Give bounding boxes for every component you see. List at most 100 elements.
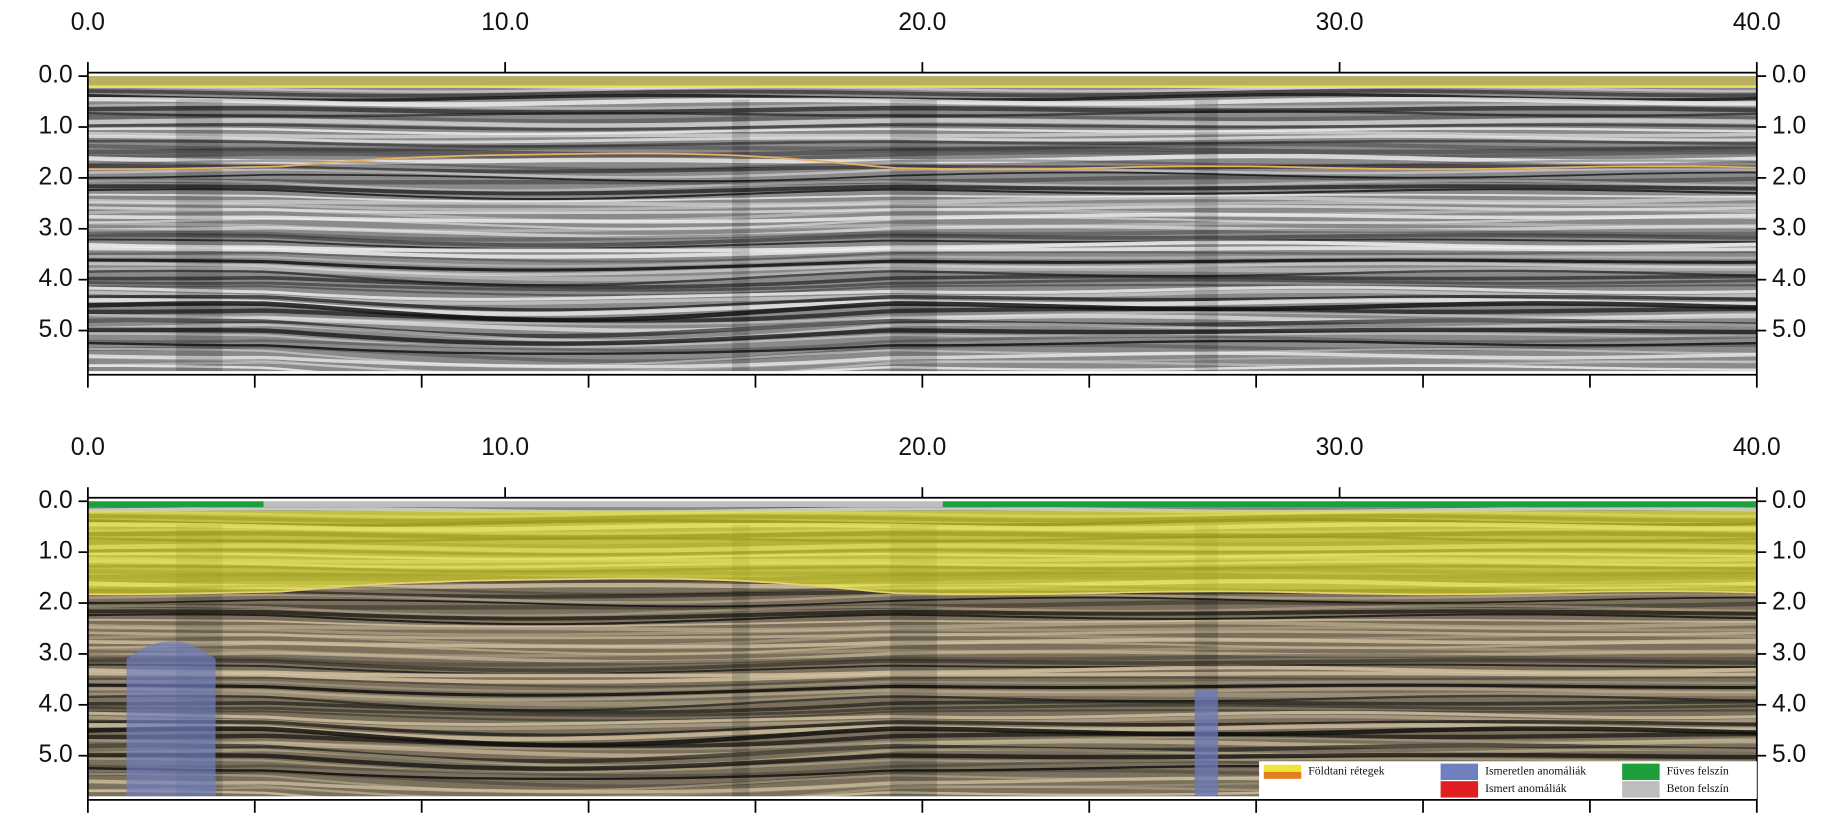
radar-reflection <box>87 228 1757 242</box>
y-tick-label: 4.0 <box>1772 265 1806 292</box>
radar-reflection <box>87 130 1757 139</box>
legend-swatch <box>1440 763 1479 781</box>
layer-boundary <box>87 577 1757 596</box>
radar-reflection <box>87 193 1757 203</box>
y-tick-label: 5.0 <box>1772 741 1806 768</box>
radar-reflection <box>87 238 1757 250</box>
radar-reflection <box>87 201 1757 212</box>
soil-layer <box>87 578 1757 797</box>
x-tick-label: 0.0 <box>71 9 105 36</box>
radar-reflection <box>87 318 1757 339</box>
radar-reflection <box>87 284 1757 297</box>
legend-swatch <box>1622 763 1660 781</box>
radar-trace <box>175 99 223 372</box>
y-tick-label: 1.0 <box>1772 113 1806 140</box>
radar-reflection <box>87 105 1757 115</box>
x-tick-label: 40.0 <box>1733 9 1781 36</box>
radar-reflection <box>87 175 1757 185</box>
radar-reflection <box>87 212 1757 224</box>
grass-surface <box>87 501 264 508</box>
radargram-panel <box>87 76 1757 372</box>
y-tick-label: 0.0 <box>38 487 72 514</box>
radar-reflection <box>87 89 1757 98</box>
radar-reflection <box>87 208 1757 223</box>
layer-boundary <box>87 152 1757 171</box>
radar-reflection <box>87 274 1757 289</box>
legend-label: Földtani rétegek <box>1308 764 1385 777</box>
radar-reflection <box>87 351 1757 369</box>
radar-reflection <box>87 262 1757 276</box>
legend-swatch <box>1440 781 1479 798</box>
radar-reflection <box>87 113 1757 124</box>
radar-trace <box>1194 99 1219 372</box>
x-tick-label: 40.0 <box>1733 434 1781 461</box>
radar-reflection <box>87 150 1757 162</box>
radar-reflection <box>87 334 1757 352</box>
radar-reflection <box>87 167 1757 179</box>
surface-band <box>87 76 1757 86</box>
y-tick-label: 1.0 <box>38 113 72 140</box>
radar-reflection <box>87 134 1757 144</box>
radar-reflection <box>87 322 1757 343</box>
radar-reflection <box>87 141 1757 152</box>
radar-reflection <box>87 159 1757 171</box>
y-tick-label: 0.0 <box>38 62 72 89</box>
y-tick-label: 3.0 <box>38 214 72 241</box>
x-tick-label: 10.0 <box>481 434 529 461</box>
radar-reflection <box>87 246 1757 259</box>
legend-label: Ismeretlen anomáliák <box>1485 764 1586 777</box>
x-tick-label: 30.0 <box>1316 9 1364 36</box>
y-tick-label: 5.0 <box>38 741 72 768</box>
y-tick-label: 0.0 <box>1772 62 1806 89</box>
y-tick-label: 0.0 <box>1772 487 1806 514</box>
legend-swatch <box>1622 781 1660 798</box>
y-tick-label: 2.0 <box>1772 589 1806 616</box>
y-tick-label: 4.0 <box>38 690 72 717</box>
radar-reflection <box>87 506 1757 515</box>
y-tick-label: 4.0 <box>1772 690 1806 717</box>
radar-reflection <box>87 347 1757 367</box>
radar-reflection <box>87 127 1757 135</box>
radar-reflection <box>87 356 1757 372</box>
radar-reflection <box>87 240 1757 253</box>
radar-reflection <box>87 164 1757 174</box>
radar-reflection <box>87 343 1757 363</box>
y-tick-label: 5.0 <box>1772 316 1806 343</box>
radar-reflection <box>87 278 1757 292</box>
legend-label: Beton felszín <box>1667 782 1729 795</box>
radar-reflection <box>87 153 1757 165</box>
radar-reflection <box>87 204 1757 215</box>
radar-reflection <box>87 364 1757 372</box>
unknown-anomaly <box>1194 689 1219 797</box>
radar-trace <box>890 99 937 372</box>
y-tick-label: 4.0 <box>38 265 72 292</box>
radar-reflection <box>87 171 1757 183</box>
radar-reflection <box>87 306 1757 324</box>
x-tick-label: 10.0 <box>481 9 529 36</box>
radar-reflection <box>87 251 1757 263</box>
radar-trace <box>732 99 750 372</box>
radar-reflection <box>87 332 1757 349</box>
y-tick-label: 1.0 <box>38 538 72 565</box>
radar-reflection <box>87 195 1757 207</box>
radar-reflection <box>87 216 1757 231</box>
x-tick-label: 20.0 <box>898 434 946 461</box>
radar-reflection <box>87 255 1757 268</box>
legend-box <box>1259 761 1757 799</box>
radargram-panel <box>87 501 1757 797</box>
radar-reflection <box>87 233 1757 248</box>
y-tick-label: 3.0 <box>1772 214 1806 241</box>
x-tick-label: 0.0 <box>71 434 105 461</box>
radar-reflection <box>87 360 1757 372</box>
y-tick-label: 2.0 <box>1772 163 1806 190</box>
unknown-anomaly <box>126 641 216 797</box>
y-tick-label: 1.0 <box>1772 538 1806 565</box>
radar-reflection <box>87 123 1757 131</box>
legend-label: Füves felszín <box>1667 764 1729 777</box>
radar-reflection <box>87 184 1757 196</box>
y-tick-label: 5.0 <box>38 316 72 343</box>
y-tick-label: 3.0 <box>38 639 72 666</box>
radar-reflection <box>87 179 1757 192</box>
